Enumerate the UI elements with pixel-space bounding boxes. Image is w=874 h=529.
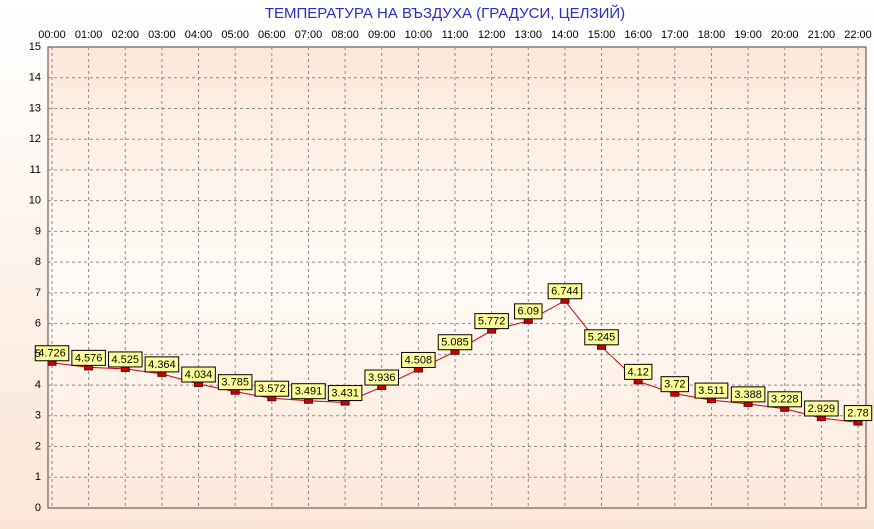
- y-tick-label: 9: [35, 225, 41, 237]
- value-label: 4.726: [38, 348, 66, 360]
- value-label-box: [584, 329, 619, 346]
- value-label: 5.245: [588, 332, 616, 344]
- y-tick-label: 5: [35, 348, 41, 360]
- y-tick-label: 3: [35, 410, 41, 422]
- value-label-box: [181, 366, 216, 383]
- value-label: 2.929: [808, 403, 836, 415]
- value-label-box: [217, 374, 253, 391]
- value-label-box: [623, 363, 653, 380]
- x-tick-label: 02:00: [112, 29, 140, 41]
- plot-area: [47, 46, 867, 509]
- value-label: 3.785: [221, 377, 249, 389]
- x-tick-label: 22:00: [844, 29, 872, 41]
- x-tick-label: 01:00: [75, 29, 103, 41]
- value-label-box: [660, 376, 690, 393]
- value-label: 3.936: [368, 372, 396, 384]
- value-label: 4.508: [405, 354, 433, 366]
- x-tick-label: 00:00: [38, 29, 66, 41]
- x-tick-label: 09:00: [368, 29, 396, 41]
- y-tick-label: 7: [35, 287, 41, 299]
- value-label-box: [767, 391, 802, 408]
- value-label-box: [730, 386, 766, 403]
- value-label-box: [694, 382, 729, 399]
- y-tick-label: 4: [35, 379, 41, 391]
- value-label-box: [514, 303, 543, 320]
- value-label: 2.78: [847, 407, 868, 419]
- value-label-box: [71, 349, 106, 366]
- value-label: 3.228: [771, 394, 799, 406]
- x-tick-label: 04:00: [185, 29, 213, 41]
- value-label-box: [547, 283, 583, 300]
- value-label-box: [34, 345, 70, 362]
- x-tick-label: 15:00: [588, 29, 616, 41]
- value-label-box: [327, 385, 363, 402]
- x-tick-label: 17:00: [661, 29, 689, 41]
- x-tick-label: 18:00: [698, 29, 726, 41]
- value-label: 3.511: [698, 385, 725, 397]
- x-tick-label: 10:00: [405, 29, 433, 41]
- y-tick-label: 10: [29, 195, 41, 207]
- x-tick-label: 14:00: [551, 29, 579, 41]
- value-label: 4.12: [627, 366, 648, 378]
- value-label-box: [437, 334, 473, 351]
- value-label: 3.572: [258, 383, 286, 395]
- y-tick-label: 13: [29, 102, 41, 114]
- x-tick-label: 20:00: [771, 29, 799, 41]
- value-label-box: [108, 351, 143, 368]
- value-label-box: [291, 383, 326, 400]
- y-tick-label: 2: [35, 440, 41, 452]
- y-tick-label: 0: [35, 502, 41, 514]
- x-tick-label: 12:00: [478, 29, 506, 41]
- value-label: 4.525: [112, 354, 140, 366]
- y-tick-label: 6: [35, 318, 41, 330]
- value-label-box: [401, 351, 436, 368]
- series: 4.726 4.576 4.525 4.364 4.034 3.785 3.572 3.491…: [34, 283, 873, 426]
- x-tick-label: 08:00: [331, 29, 359, 41]
- value-label: 6.744: [551, 286, 579, 298]
- value-label: 5.085: [441, 337, 469, 349]
- y-tick-label: 15: [29, 41, 41, 53]
- value-label: 4.034: [185, 369, 213, 381]
- x-tick-label: 11:00: [442, 29, 469, 41]
- value-label: 5.772: [478, 316, 506, 328]
- x-tick-label: 13:00: [515, 29, 543, 41]
- x-tick-label: 07:00: [295, 29, 323, 41]
- x-tick-label: 19:00: [734, 29, 762, 41]
- x-tick-label: 03:00: [148, 29, 176, 41]
- y-tick-label: 12: [29, 133, 41, 145]
- value-label-box: [843, 405, 873, 422]
- x-tick-label: 16:00: [624, 29, 652, 41]
- x-tick-label: 06:00: [258, 29, 286, 41]
- x-tick-label: 05:00: [221, 29, 249, 41]
- y-tick-label: 14: [29, 72, 41, 84]
- value-label: 3.431: [331, 387, 359, 399]
- value-label-box: [474, 313, 509, 330]
- y-tick-label: 8: [35, 256, 41, 268]
- value-label: 3.388: [734, 389, 762, 401]
- value-label-box: [364, 369, 399, 386]
- y-tick-label: 11: [30, 164, 41, 176]
- value-label: 3.72: [664, 379, 685, 391]
- value-label: 4.364: [148, 359, 176, 371]
- chart-title: ТЕМПЕРАТУРА НА ВЪЗДУХА (ГРАДУСИ, ЦЕЛЗИЙ): [265, 4, 625, 22]
- value-label: 6.09: [518, 306, 539, 318]
- value-label-box: [804, 400, 839, 417]
- y-tick-label: 1: [35, 471, 41, 483]
- value-label-box: [144, 356, 180, 373]
- value-label-box: [254, 380, 290, 397]
- value-label: 4.576: [75, 352, 103, 364]
- value-label: 3.491: [295, 386, 323, 398]
- x-tick-label: 21:00: [808, 29, 836, 41]
